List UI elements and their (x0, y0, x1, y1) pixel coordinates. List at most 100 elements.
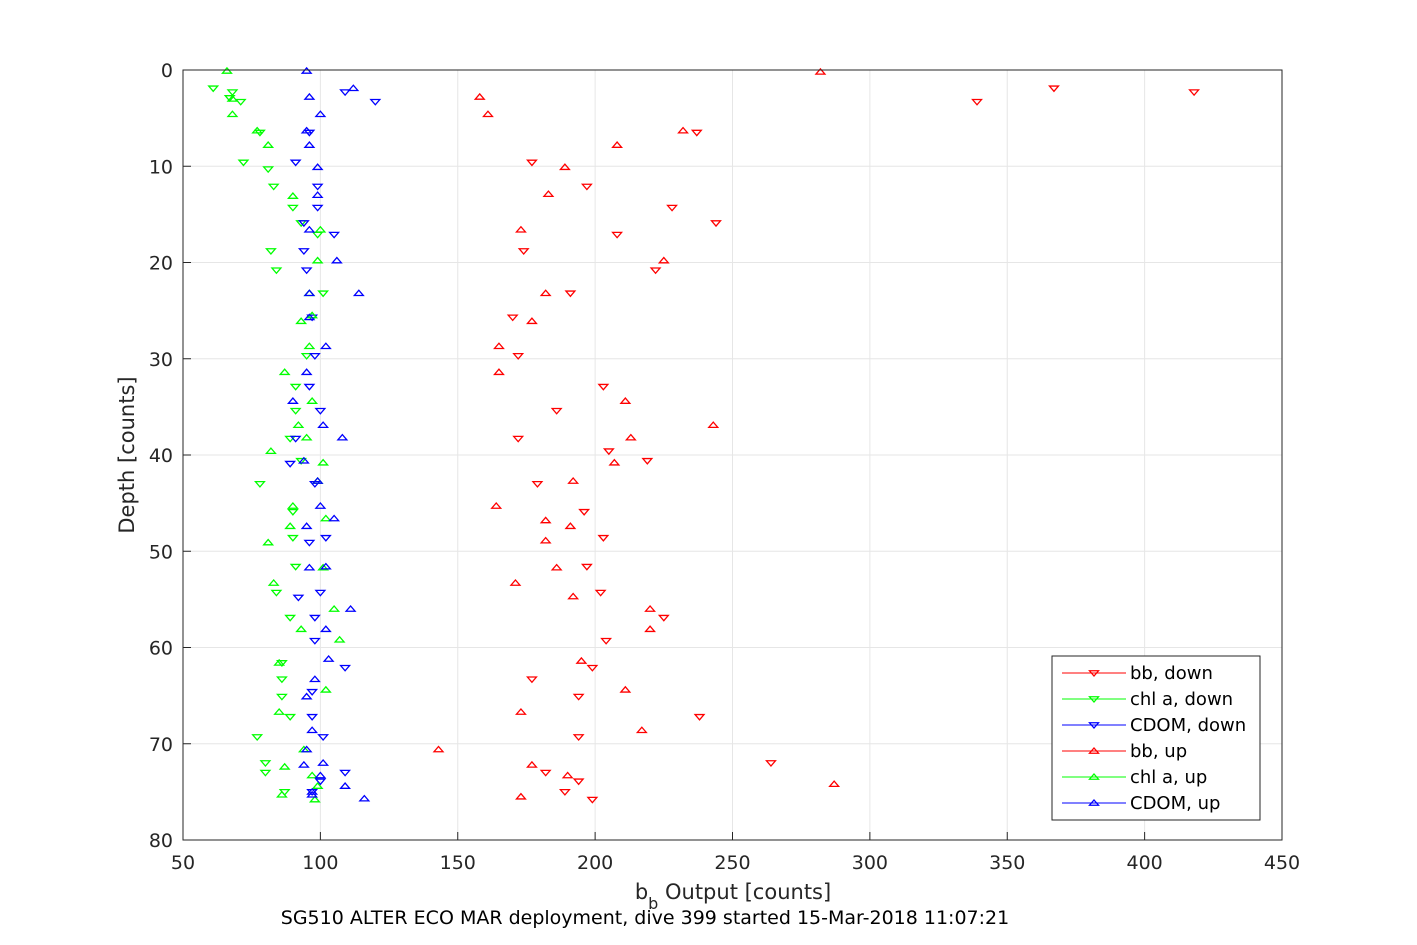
data-point (567, 592, 580, 600)
data-point (303, 92, 316, 100)
data-point (432, 745, 445, 753)
data-point (300, 745, 313, 753)
data-point (512, 435, 525, 443)
data-point (286, 192, 299, 199)
data-point (317, 758, 330, 766)
data-point (531, 480, 544, 488)
data-point (319, 625, 332, 633)
data-point (657, 256, 670, 264)
data-point (284, 713, 297, 721)
data-point (339, 89, 352, 97)
data-point (262, 141, 275, 148)
data-point (526, 676, 538, 684)
data-point (286, 397, 299, 404)
data-point (644, 625, 656, 633)
data-point (339, 664, 352, 672)
data-point (297, 760, 310, 768)
legend-marker (1088, 696, 1100, 704)
data-point (317, 458, 330, 466)
data-point (564, 522, 577, 530)
data-point (328, 604, 341, 612)
data-point (314, 501, 327, 509)
data-point (493, 368, 505, 376)
legend: bb, down chl a, down CDOM, down bb, up chl a… (1051, 655, 1261, 821)
legend-label: bb, down (1130, 663, 1213, 684)
y-tick-label: 0 (161, 60, 173, 82)
data-point (707, 421, 720, 429)
data-point (512, 352, 525, 360)
data-point (286, 204, 299, 212)
data-point (289, 563, 302, 571)
data-point (635, 726, 648, 734)
data-point (314, 589, 327, 597)
chart-caption: SG510 ALTER ECO MAR deployment, dive 399… (281, 907, 1009, 929)
data-point (550, 563, 563, 571)
data-point (267, 578, 280, 586)
data-point (308, 795, 321, 803)
x-tick-label: 100 (302, 852, 338, 874)
data-point (314, 407, 327, 415)
data-point (311, 204, 324, 212)
data-point (295, 457, 308, 465)
data-point (608, 458, 621, 466)
data-point (572, 734, 585, 742)
data-point (971, 98, 983, 106)
y-tick-label: 50 (149, 541, 173, 563)
data-point (517, 248, 530, 255)
data-point (311, 183, 324, 191)
data-point (303, 289, 316, 297)
data-point (226, 110, 239, 118)
data-point (319, 685, 332, 693)
data-point (303, 225, 316, 233)
data-point (542, 190, 555, 198)
data-point (251, 734, 264, 742)
data-point (289, 383, 302, 391)
data-point (539, 289, 552, 297)
data-point (690, 129, 703, 137)
data-point (641, 457, 654, 465)
data-point (223, 95, 236, 102)
data-point (306, 771, 319, 779)
data-point (644, 604, 656, 612)
data-point (336, 433, 349, 441)
data-point (295, 625, 308, 633)
data-point (482, 110, 494, 118)
data-point (314, 225, 327, 233)
data-point (515, 707, 527, 715)
data-point (339, 769, 352, 777)
x-tick-label: 150 (440, 852, 476, 874)
data-point (578, 508, 591, 516)
data-point (286, 501, 299, 509)
data-point (308, 352, 321, 360)
legend-label: bb, up (1130, 741, 1187, 762)
data-point (319, 534, 332, 542)
x-axis-label-main: b (635, 880, 648, 904)
data-point (319, 342, 332, 350)
data-point (292, 594, 305, 602)
x-tick-label: 300 (852, 852, 888, 874)
data-point (322, 655, 335, 662)
data-point (300, 267, 313, 275)
data-point (558, 788, 571, 796)
data-point (308, 675, 321, 683)
data-point (765, 760, 777, 768)
data-point (1188, 89, 1200, 97)
y-tick-label: 60 (149, 638, 173, 660)
data-point (564, 290, 577, 298)
x-tick-label: 350 (989, 852, 1025, 874)
data-point (314, 778, 327, 786)
data-point (306, 397, 319, 404)
data-point (575, 656, 588, 664)
data-point (303, 383, 316, 391)
data-point (693, 713, 706, 721)
data-point (347, 84, 360, 92)
data-point (561, 771, 574, 779)
data-point (259, 760, 272, 768)
data-point (259, 769, 272, 777)
data-point (600, 637, 613, 645)
data-point (558, 163, 571, 171)
y-tick-label: 10 (149, 156, 173, 178)
data-point (317, 734, 330, 742)
legend-marker (1088, 722, 1100, 730)
data-point (666, 204, 678, 212)
